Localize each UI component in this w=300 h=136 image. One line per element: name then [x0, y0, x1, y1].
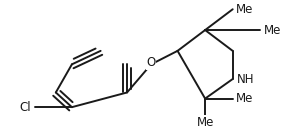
Text: O: O: [146, 56, 156, 69]
Text: Me: Me: [196, 116, 214, 129]
Text: NH: NH: [237, 72, 255, 86]
Text: Me: Me: [236, 3, 254, 16]
Text: Me: Me: [264, 24, 281, 37]
Text: Cl: Cl: [19, 101, 31, 114]
Text: Me: Me: [236, 92, 254, 105]
